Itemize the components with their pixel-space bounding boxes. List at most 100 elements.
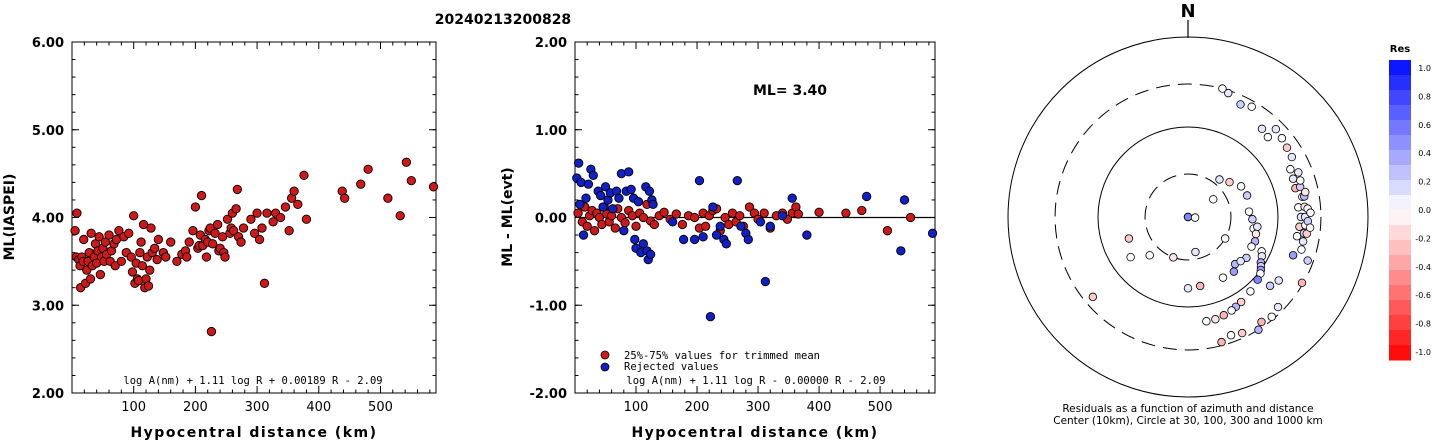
station-point	[1298, 237, 1308, 246]
data-point	[735, 211, 745, 221]
station-point	[1226, 331, 1236, 340]
mid-x-axis-label: Hypocentral distance (km)	[631, 425, 878, 441]
station-point	[1145, 251, 1154, 260]
data-point	[711, 230, 722, 240]
data-point	[231, 204, 241, 214]
colorbar-cells	[1389, 60, 1411, 361]
station-point	[1301, 187, 1310, 197]
station-point	[1220, 234, 1230, 243]
colorbar-cell	[1389, 165, 1411, 181]
data-point	[927, 228, 938, 238]
legend-blue-label: Rejected values	[624, 361, 719, 373]
data-point	[732, 175, 742, 186]
data-point	[406, 175, 416, 186]
colorbar-label: -0.2	[1415, 234, 1431, 243]
data-point	[614, 193, 624, 203]
data-point	[340, 193, 350, 203]
polar-residual-panel: N Residuals as a function of azimuth and…	[1007, 1, 1369, 427]
main-title: 20240213200828	[435, 12, 571, 28]
colorbar-cell	[1389, 60, 1411, 76]
data-point	[619, 226, 629, 236]
left-x-axis-label: Hypocentral distance (km)	[130, 425, 377, 441]
data-point	[138, 219, 149, 230]
data-point	[689, 234, 700, 245]
data-point	[252, 208, 262, 218]
data-point	[94, 232, 104, 242]
distance-ring	[1144, 173, 1232, 261]
data-point	[143, 281, 154, 291]
distance-ring	[1054, 83, 1322, 351]
data-point	[574, 158, 584, 168]
station-points	[1088, 84, 1315, 347]
data-point	[280, 202, 291, 212]
colorbar-cell	[1389, 285, 1411, 301]
station-point	[1273, 302, 1283, 312]
station-point	[1190, 213, 1200, 222]
data-point	[631, 221, 641, 231]
data-point	[146, 223, 156, 233]
y-tick-label: -2.00	[530, 387, 567, 402]
data-point	[114, 226, 124, 236]
data-point	[190, 202, 201, 212]
station-point	[1263, 132, 1273, 142]
data-point	[124, 228, 134, 238]
data-point	[72, 208, 82, 218]
data-point	[137, 261, 147, 271]
polar-caption-line-1: Residuals as a function of azimuth and d…	[1062, 403, 1313, 415]
y-tick-label: -1.00	[530, 299, 567, 314]
data-point	[608, 204, 618, 214]
data-point	[583, 179, 594, 189]
data-point	[127, 267, 138, 277]
data-point	[630, 234, 640, 245]
data-point	[759, 208, 769, 218]
data-point	[793, 209, 803, 219]
data-point	[715, 221, 725, 231]
north-label: N	[1180, 1, 1195, 22]
station-point	[1282, 143, 1292, 152]
colorbar-label: 0.4	[1418, 149, 1431, 158]
data-point	[222, 214, 233, 224]
data-point	[356, 179, 366, 189]
station-point	[1288, 251, 1298, 260]
station-point	[1211, 315, 1220, 324]
colorbar-label: -0.4	[1415, 263, 1431, 272]
colorbar-label: 0.2	[1418, 178, 1431, 187]
colorbar-cell	[1389, 240, 1411, 256]
station-point	[1257, 124, 1267, 134]
station-point	[1294, 168, 1303, 177]
data-point	[678, 234, 689, 245]
data-point	[299, 170, 309, 181]
data-point	[777, 211, 788, 221]
y-tick-label: 2.00	[535, 36, 567, 51]
data-point	[249, 228, 260, 238]
data-point	[126, 252, 136, 262]
data-point	[802, 230, 812, 240]
x-tick-label: 400	[807, 400, 832, 415]
station-point	[1286, 165, 1295, 174]
station-point	[1209, 195, 1218, 204]
data-point	[428, 182, 439, 192]
x-tick-label: 500	[868, 400, 893, 415]
station-point	[1236, 182, 1246, 191]
data-point	[575, 199, 585, 209]
data-point	[578, 230, 589, 240]
data-point	[129, 211, 139, 221]
station-point	[1218, 84, 1227, 93]
y-tick-label: 5.00	[32, 124, 64, 139]
polar-caption-line-2: Center (10km), Circle at 30, 100, 300 an…	[1053, 415, 1323, 427]
data-point	[95, 269, 106, 280]
data-point	[755, 217, 766, 227]
left-data-points	[70, 157, 439, 337]
legend-red-label: 25%-75% values for trimmed mean	[624, 350, 820, 362]
colorbar-cell	[1389, 315, 1411, 331]
colorbar-cell	[1389, 270, 1411, 286]
data-point	[882, 226, 893, 236]
station-point	[1237, 328, 1247, 338]
data-point	[188, 226, 198, 236]
legend-red-marker	[600, 350, 610, 360]
colorbar-label: -0.6	[1415, 291, 1431, 300]
station-point	[1265, 281, 1275, 291]
data-point	[649, 219, 659, 230]
data-point	[363, 164, 373, 174]
data-point	[814, 207, 824, 217]
